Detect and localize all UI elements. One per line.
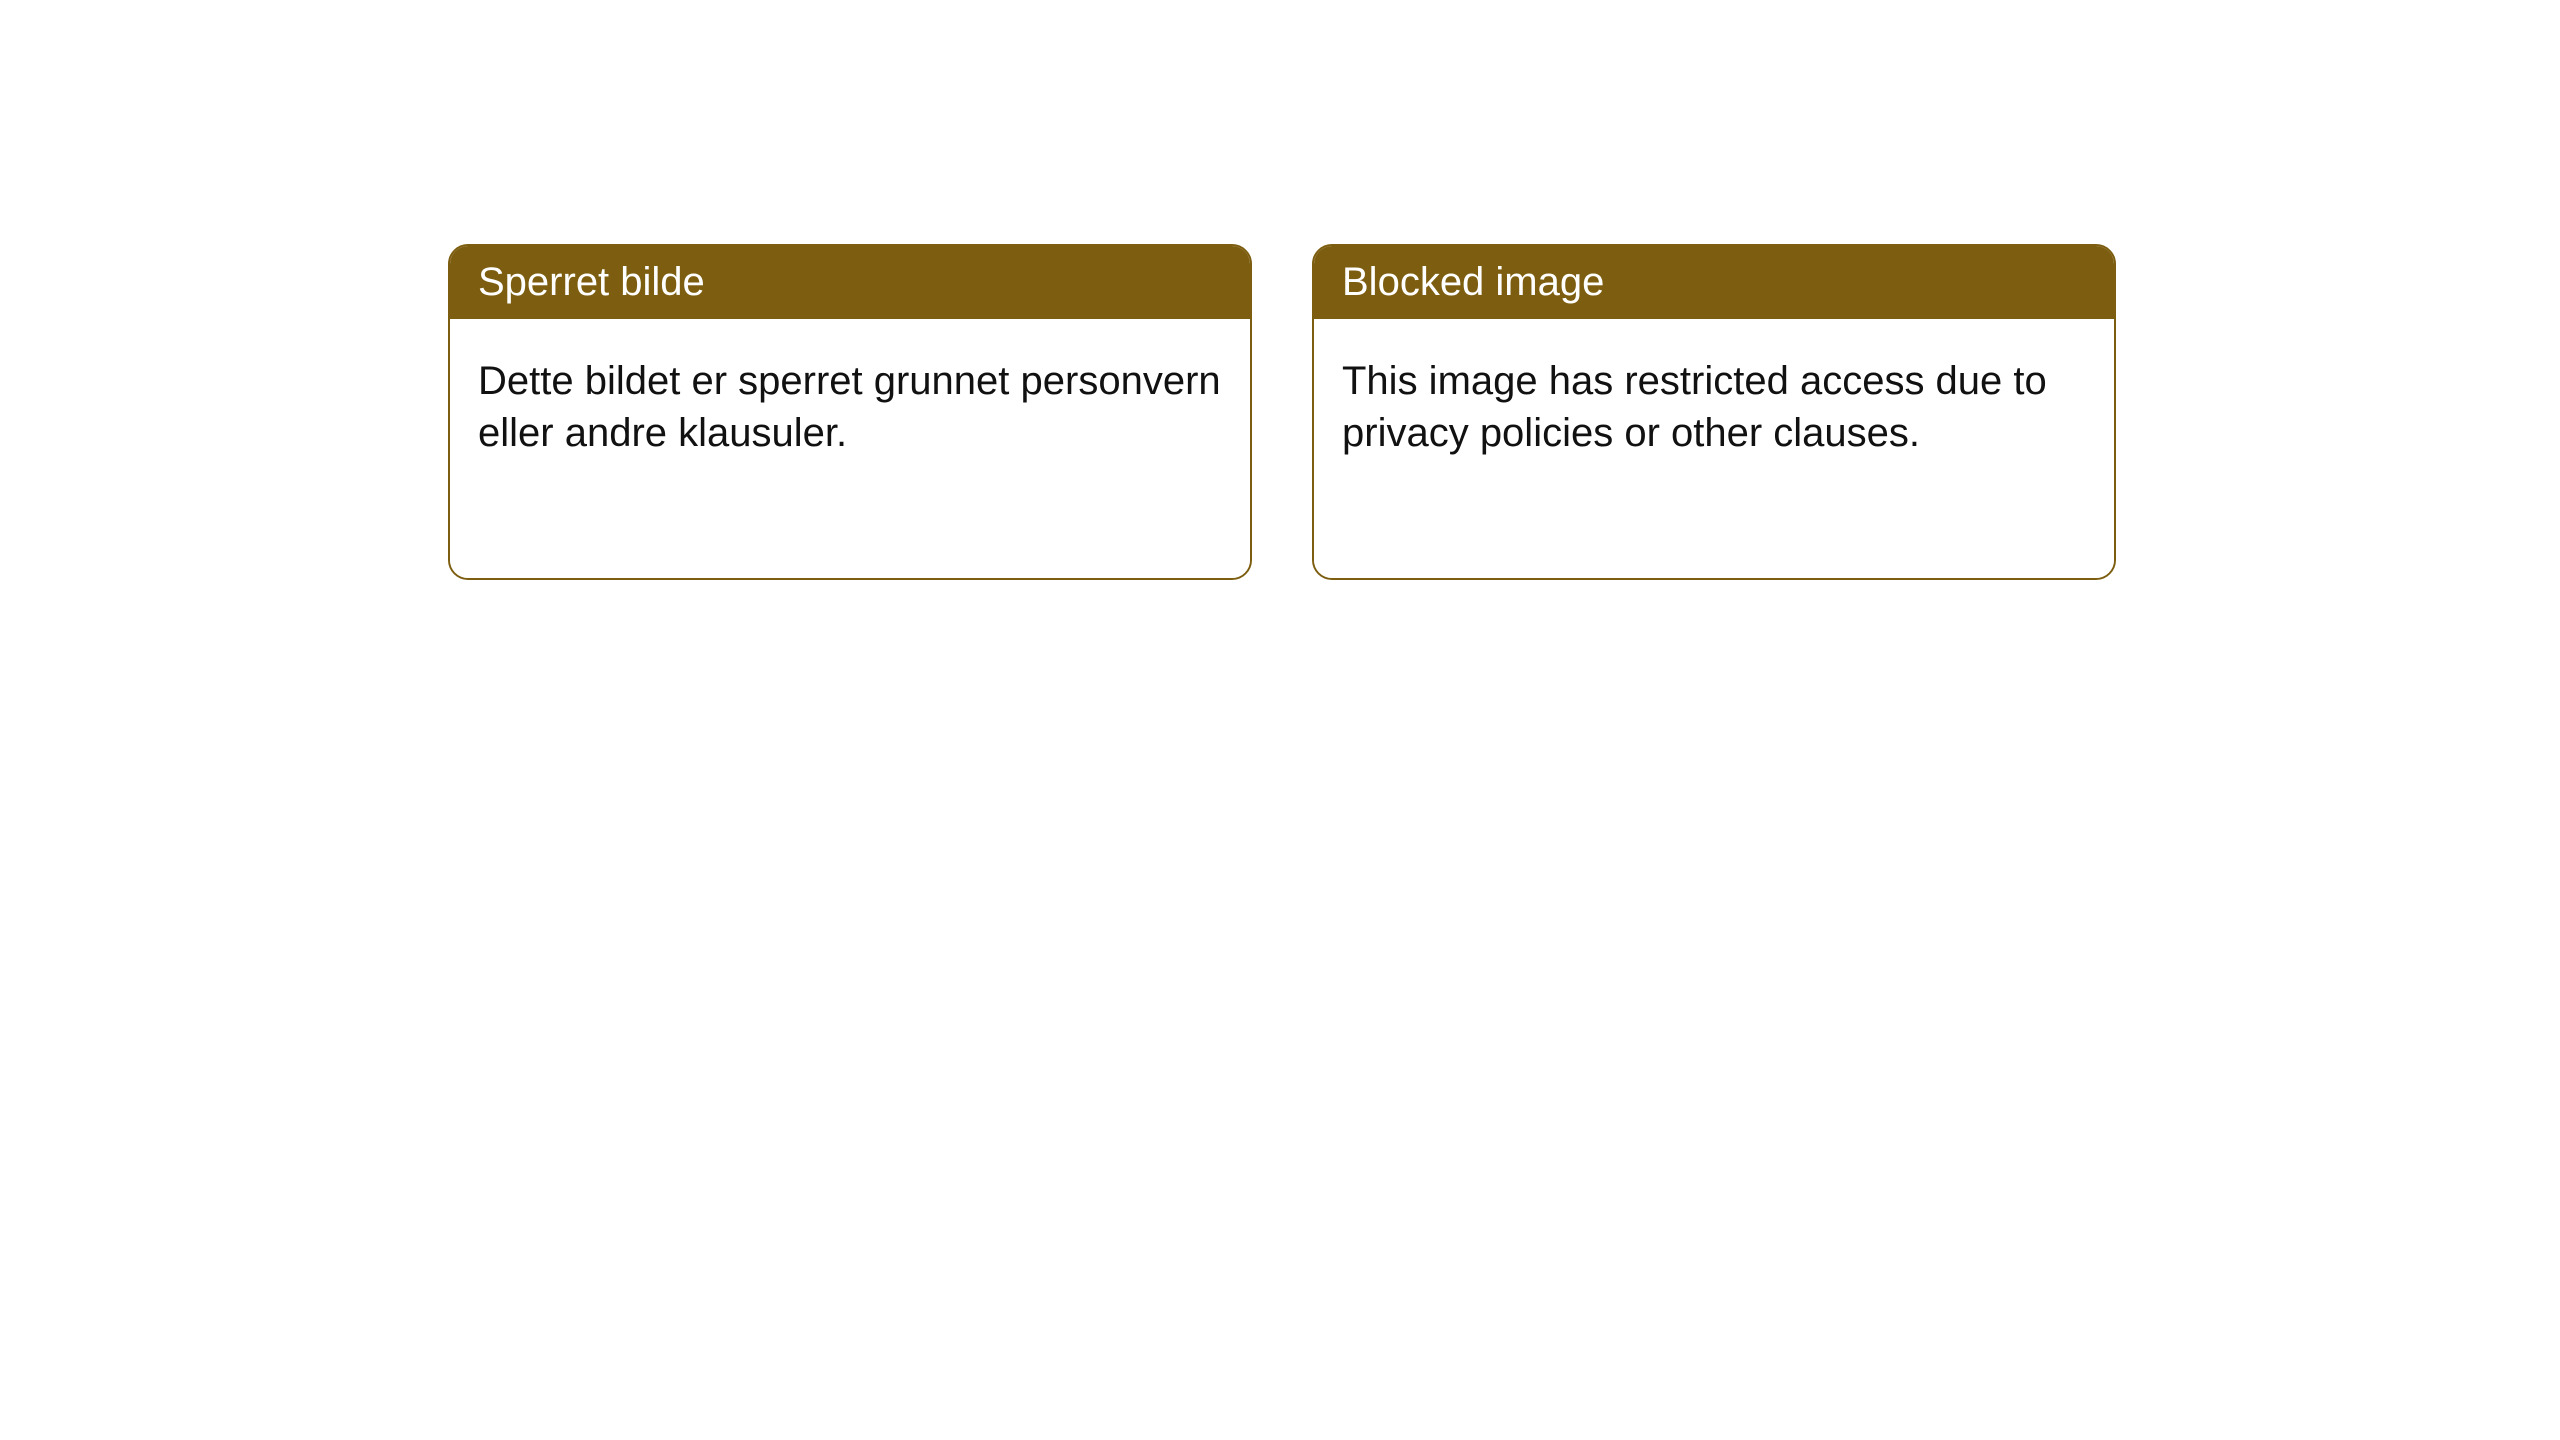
card-message: This image has restricted access due to … [1342, 355, 2086, 459]
notice-card-english: Blocked image This image has restricted … [1312, 244, 2116, 580]
card-title: Sperret bilde [478, 260, 705, 304]
card-message: Dette bildet er sperret grunnet personve… [478, 355, 1222, 459]
card-header: Sperret bilde [450, 246, 1250, 319]
card-body: Dette bildet er sperret grunnet personve… [450, 319, 1250, 578]
card-title: Blocked image [1342, 260, 1604, 304]
card-body: This image has restricted access due to … [1314, 319, 2114, 578]
notice-card-norwegian: Sperret bilde Dette bildet er sperret gr… [448, 244, 1252, 580]
card-header: Blocked image [1314, 246, 2114, 319]
notice-cards-container: Sperret bilde Dette bildet er sperret gr… [448, 244, 2116, 580]
